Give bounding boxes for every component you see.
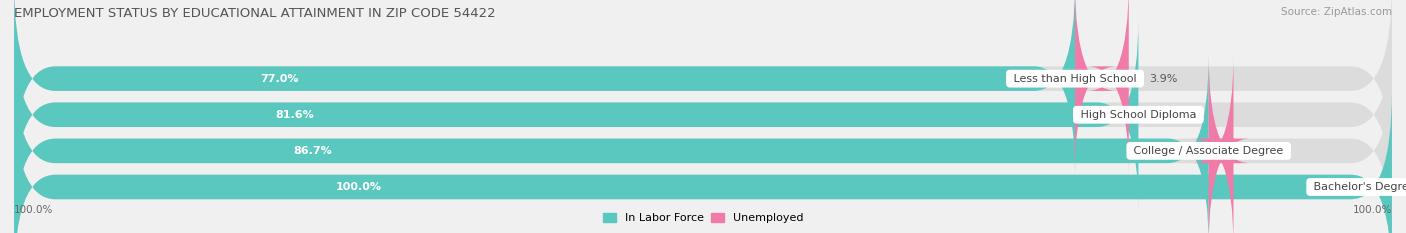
Text: Less than High School: Less than High School	[1010, 74, 1140, 84]
Text: College / Associate Degree: College / Associate Degree	[1130, 146, 1286, 156]
Text: 100.0%: 100.0%	[336, 182, 381, 192]
Text: Source: ZipAtlas.com: Source: ZipAtlas.com	[1281, 7, 1392, 17]
Text: EMPLOYMENT STATUS BY EDUCATIONAL ATTAINMENT IN ZIP CODE 54422: EMPLOYMENT STATUS BY EDUCATIONAL ATTAINM…	[14, 7, 496, 20]
Text: High School Diploma: High School Diploma	[1077, 110, 1199, 120]
FancyBboxPatch shape	[14, 0, 1392, 175]
FancyBboxPatch shape	[14, 91, 1392, 233]
Text: 0.0%: 0.0%	[1159, 110, 1187, 120]
FancyBboxPatch shape	[14, 91, 1392, 233]
Text: Bachelor's Degree or higher: Bachelor's Degree or higher	[1310, 182, 1406, 192]
Text: 77.0%: 77.0%	[260, 74, 298, 84]
FancyBboxPatch shape	[14, 55, 1392, 233]
Text: 1.8%: 1.8%	[1254, 146, 1282, 156]
FancyBboxPatch shape	[1076, 0, 1129, 175]
FancyBboxPatch shape	[1192, 55, 1250, 233]
Text: 100.0%: 100.0%	[14, 205, 53, 215]
FancyBboxPatch shape	[14, 55, 1209, 233]
Text: 81.6%: 81.6%	[276, 110, 315, 120]
Text: 3.9%: 3.9%	[1150, 74, 1178, 84]
Legend: In Labor Force, Unemployed: In Labor Force, Unemployed	[598, 208, 808, 227]
Text: 100.0%: 100.0%	[1353, 205, 1392, 215]
FancyBboxPatch shape	[14, 0, 1076, 175]
Text: 86.7%: 86.7%	[294, 146, 332, 156]
FancyBboxPatch shape	[14, 19, 1139, 211]
FancyBboxPatch shape	[14, 19, 1392, 211]
